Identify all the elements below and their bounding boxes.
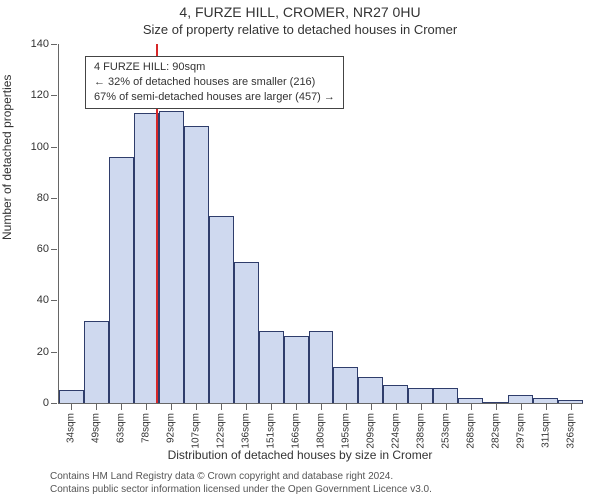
y-tick — [51, 198, 57, 199]
histogram-bar — [458, 398, 483, 403]
chart-container: 4, FURZE HILL, CROMER, NR27 0HU Size of … — [0, 0, 600, 500]
y-tick — [51, 95, 57, 96]
x-tick-label: 180sqm — [316, 413, 327, 449]
x-tick-label: 136sqm — [241, 413, 252, 449]
x-tick-label: 78sqm — [141, 413, 152, 443]
x-tick-label: 166sqm — [291, 413, 302, 449]
histogram-bar — [483, 402, 508, 403]
x-tick — [546, 404, 547, 410]
x-tick-label: 209sqm — [365, 413, 376, 449]
x-tick-label: 297sqm — [515, 413, 526, 449]
x-tick-label: 253sqm — [440, 413, 451, 449]
x-tick — [271, 404, 272, 410]
y-tick — [51, 403, 57, 404]
x-tick-label: 122sqm — [216, 413, 227, 449]
footer-line-2: Contains public sector information licen… — [50, 484, 590, 497]
histogram-bar — [184, 126, 209, 403]
x-tick — [221, 404, 222, 410]
x-tick-label: 151sqm — [266, 413, 277, 449]
histogram-bar — [383, 385, 408, 403]
x-tick — [346, 404, 347, 410]
annotation-line-3: 67% of semi-detached houses are larger (… — [94, 90, 335, 105]
chart-title: 4, FURZE HILL, CROMER, NR27 0HU — [0, 4, 600, 20]
x-tick-label: 268sqm — [465, 413, 476, 449]
x-tick — [196, 404, 197, 410]
y-tick — [51, 249, 57, 250]
x-tick-label: 195sqm — [340, 413, 351, 449]
annotation-line-2: ← 32% of detached houses are smaller (21… — [94, 75, 335, 90]
x-tick-label: 238sqm — [415, 413, 426, 449]
footer-line-1: Contains HM Land Registry data © Crown c… — [50, 471, 590, 484]
y-tick-label: 140 — [31, 38, 49, 50]
y-tick-label: 40 — [37, 294, 49, 306]
annotation-line-1: 4 FURZE HILL: 90sqm — [94, 60, 335, 75]
plot-area: 02040608010012014034sqm49sqm63sqm78sqm92… — [58, 44, 583, 404]
chart-subtitle: Size of property relative to detached ho… — [0, 22, 600, 37]
y-tick — [51, 300, 57, 301]
x-tick-label: 63sqm — [116, 413, 127, 443]
x-tick — [496, 404, 497, 410]
y-tick — [51, 352, 57, 353]
histogram-bar — [209, 216, 234, 403]
histogram-bar — [508, 395, 533, 403]
x-tick — [146, 404, 147, 410]
x-tick — [321, 404, 322, 410]
x-tick — [171, 404, 172, 410]
x-tick-label: 49sqm — [91, 413, 102, 443]
histogram-bar — [408, 388, 433, 403]
x-axis-label: Distribution of detached houses by size … — [0, 448, 600, 462]
x-tick-label: 311sqm — [540, 413, 551, 448]
histogram-bar — [558, 400, 583, 403]
x-tick — [296, 404, 297, 410]
histogram-bar — [109, 157, 134, 403]
histogram-bar — [358, 377, 383, 403]
x-tick — [421, 404, 422, 410]
footer: Contains HM Land Registry data © Crown c… — [50, 471, 590, 496]
x-tick-label: 326sqm — [565, 413, 576, 449]
histogram-bar — [159, 111, 184, 403]
histogram-bar — [284, 336, 309, 403]
x-tick — [371, 404, 372, 410]
x-tick — [396, 404, 397, 410]
y-tick — [51, 147, 57, 148]
histogram-bar — [84, 321, 109, 403]
histogram-bar — [333, 367, 358, 403]
x-tick — [571, 404, 572, 410]
y-tick — [51, 44, 57, 45]
y-axis-label: Number of detached properties — [0, 75, 14, 240]
y-tick-label: 20 — [37, 346, 49, 358]
histogram-bar — [533, 398, 558, 403]
x-tick — [96, 404, 97, 410]
histogram-bar — [433, 388, 458, 403]
histogram-bar — [309, 331, 334, 403]
histogram-bar — [259, 331, 284, 403]
y-tick-label: 80 — [37, 192, 49, 204]
histogram-bar — [59, 390, 84, 403]
x-tick-label: 282sqm — [490, 413, 501, 449]
x-tick-label: 92sqm — [166, 413, 177, 443]
y-tick-label: 100 — [31, 141, 49, 153]
histogram-bar — [234, 262, 259, 403]
x-tick — [446, 404, 447, 410]
x-tick — [521, 404, 522, 410]
y-tick-label: 0 — [43, 397, 49, 409]
x-tick — [471, 404, 472, 410]
x-tick — [71, 404, 72, 410]
x-tick — [246, 404, 247, 410]
x-tick-label: 224sqm — [390, 413, 401, 449]
x-tick-label: 34sqm — [66, 413, 77, 443]
y-tick-label: 60 — [37, 243, 49, 255]
annotation-box: 4 FURZE HILL: 90sqm ← 32% of detached ho… — [85, 56, 344, 109]
x-tick-label: 107sqm — [191, 413, 202, 449]
x-tick — [121, 404, 122, 410]
y-tick-label: 120 — [31, 89, 49, 101]
